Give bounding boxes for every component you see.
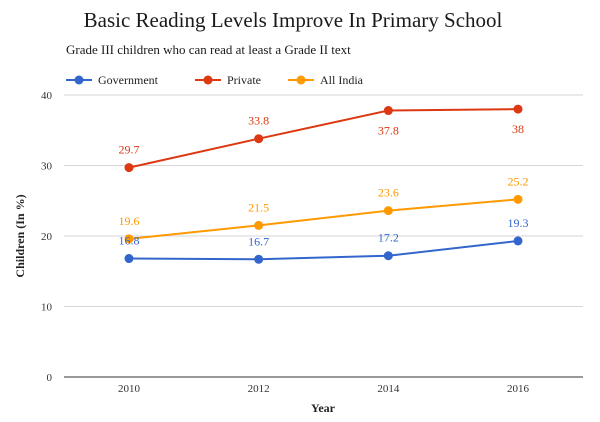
legend-item-all-india: All India <box>288 73 364 87</box>
data-point-all-india-2010 <box>124 234 134 244</box>
data-label-government-2014: 17.2 <box>378 231 399 245</box>
x-tick-label-2014: 2014 <box>377 383 400 395</box>
series-line-government <box>128 239 519 261</box>
series-data-labels: 16.8 16.7 17.2 19.3 29.7 33.8 37.8 38 19.6 21.5 23… <box>119 114 529 249</box>
x-axis-ticks: 2010 2012 2014 2016 <box>118 383 530 395</box>
data-point-all-india-2016 <box>513 194 523 204</box>
legend-item-private: Private <box>195 73 261 87</box>
data-point-all-india-2012 <box>254 220 264 230</box>
data-label-government-2012: 16.7 <box>248 234 269 248</box>
y-axis-title: Children (In %) <box>13 194 27 277</box>
y-gridlines <box>64 94 583 378</box>
chart-title: Basic Reading Levels Improve In Primary … <box>84 8 503 32</box>
series-points <box>124 104 523 264</box>
legend-label-government: Government <box>98 73 159 87</box>
data-label-all-india-2010: 19.6 <box>119 214 140 228</box>
data-label-all-india-2016: 25.2 <box>508 174 529 188</box>
x-tick-label-2016: 2016 <box>507 383 530 395</box>
y-tick-label-30: 30 <box>41 161 53 173</box>
data-label-private-2016: 38 <box>512 122 524 136</box>
y-tick-label-10: 10 <box>41 302 53 314</box>
legend-swatch-marker-all-india <box>296 75 306 85</box>
x-tick-label-2010: 2010 <box>118 383 141 395</box>
data-point-all-india-2014 <box>383 206 393 216</box>
y-tick-label-20: 20 <box>41 231 53 243</box>
data-label-government-2010: 16.8 <box>119 234 140 248</box>
data-point-government-2010 <box>124 254 134 264</box>
data-point-private-2014 <box>383 106 393 116</box>
legend-swatch-marker-private <box>203 75 213 85</box>
data-point-private-2016 <box>513 104 523 114</box>
series-line-private <box>128 108 519 169</box>
data-label-government-2016: 19.3 <box>508 216 529 230</box>
data-point-government-2016 <box>513 236 523 246</box>
x-axis-title: Year <box>311 401 336 415</box>
legend-swatch-marker-government <box>74 75 84 85</box>
y-tick-label-0: 0 <box>47 372 53 384</box>
series-line-all-india <box>128 198 519 240</box>
legend-label-all-india: All India <box>320 73 364 87</box>
data-point-government-2012 <box>254 254 264 264</box>
data-point-private-2010 <box>124 163 134 173</box>
data-label-all-india-2012: 21.5 <box>248 200 269 214</box>
chart-legend: Government Private All India <box>66 73 364 87</box>
data-point-government-2014 <box>383 251 393 261</box>
legend-item-government: Government <box>66 73 159 87</box>
x-tick-label-2012: 2012 <box>248 383 270 395</box>
chart-subtitle: Grade III children who can read at least… <box>66 42 351 57</box>
legend-label-private: Private <box>227 73 261 87</box>
y-axis-ticks: 0 10 20 30 40 <box>41 90 53 384</box>
y-tick-label-40: 40 <box>41 90 53 102</box>
data-label-private-2014: 37.8 <box>378 124 399 138</box>
data-point-private-2012 <box>254 134 264 144</box>
data-label-private-2010: 29.7 <box>119 143 140 157</box>
data-label-private-2012: 33.8 <box>248 114 269 128</box>
data-label-all-india-2014: 23.6 <box>378 186 399 200</box>
series-lines <box>128 108 519 261</box>
